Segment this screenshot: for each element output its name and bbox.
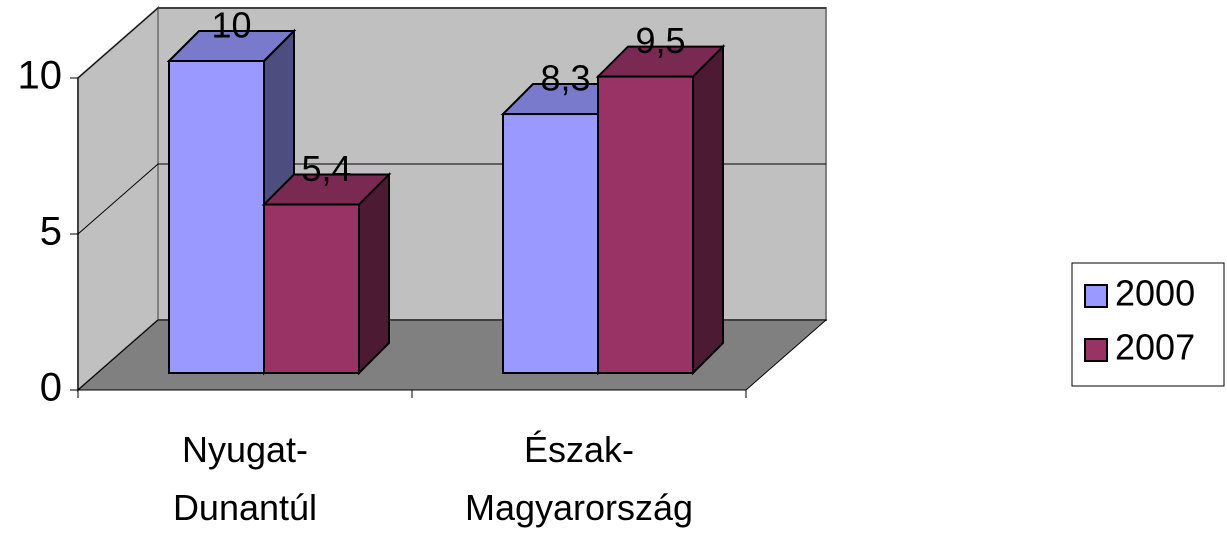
bar bbox=[502, 113, 599, 374]
y-tick-label: 10 bbox=[18, 54, 63, 98]
bar-side bbox=[692, 44, 724, 376]
y-tick-label: 5 bbox=[40, 210, 62, 254]
legend-label: 2007 bbox=[1115, 327, 1195, 368]
value-label: 5,4 bbox=[301, 148, 351, 189]
value-label: 8,3 bbox=[540, 58, 590, 99]
bar bbox=[168, 60, 265, 374]
legend-label: 2000 bbox=[1115, 273, 1195, 314]
legend-box bbox=[1071, 262, 1225, 387]
x-tick-label: Nyugat-Dunantúl bbox=[172, 429, 318, 528]
y-tick-label: 0 bbox=[40, 366, 62, 410]
bar-side bbox=[358, 172, 390, 376]
bar bbox=[597, 75, 694, 374]
grid-line bbox=[77, 7, 826, 79]
bar bbox=[263, 203, 360, 374]
legend-swatch bbox=[1084, 338, 1108, 362]
value-label: 10 bbox=[211, 5, 251, 46]
value-label: 9,5 bbox=[635, 20, 685, 61]
legend-swatch bbox=[1084, 284, 1108, 308]
x-tick-label: Észak-Magyarország bbox=[464, 429, 694, 528]
